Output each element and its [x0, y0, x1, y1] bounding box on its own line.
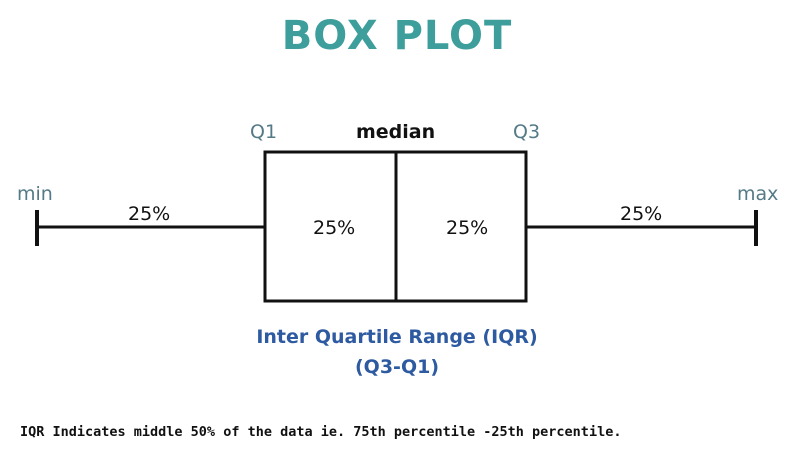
- diagram-title: BOX PLOT: [281, 13, 513, 59]
- right-whisker-percent: 25%: [620, 203, 663, 225]
- min-label: min: [17, 183, 53, 205]
- left-whisker-percent: 25%: [128, 203, 171, 225]
- iqr-note: IQR Indicates middle 50% of the data ie.…: [20, 424, 622, 440]
- iqr-formula: (Q3-Q1): [355, 356, 439, 378]
- median-label: median: [356, 121, 436, 143]
- q1-label: Q1: [250, 121, 278, 143]
- box-right-percent: 25%: [446, 217, 489, 239]
- max-label: max: [737, 183, 779, 205]
- iqr-title: Inter Quartile Range (IQR): [256, 326, 538, 348]
- q3-label: Q3: [513, 121, 541, 143]
- box-left-percent: 25%: [313, 217, 356, 239]
